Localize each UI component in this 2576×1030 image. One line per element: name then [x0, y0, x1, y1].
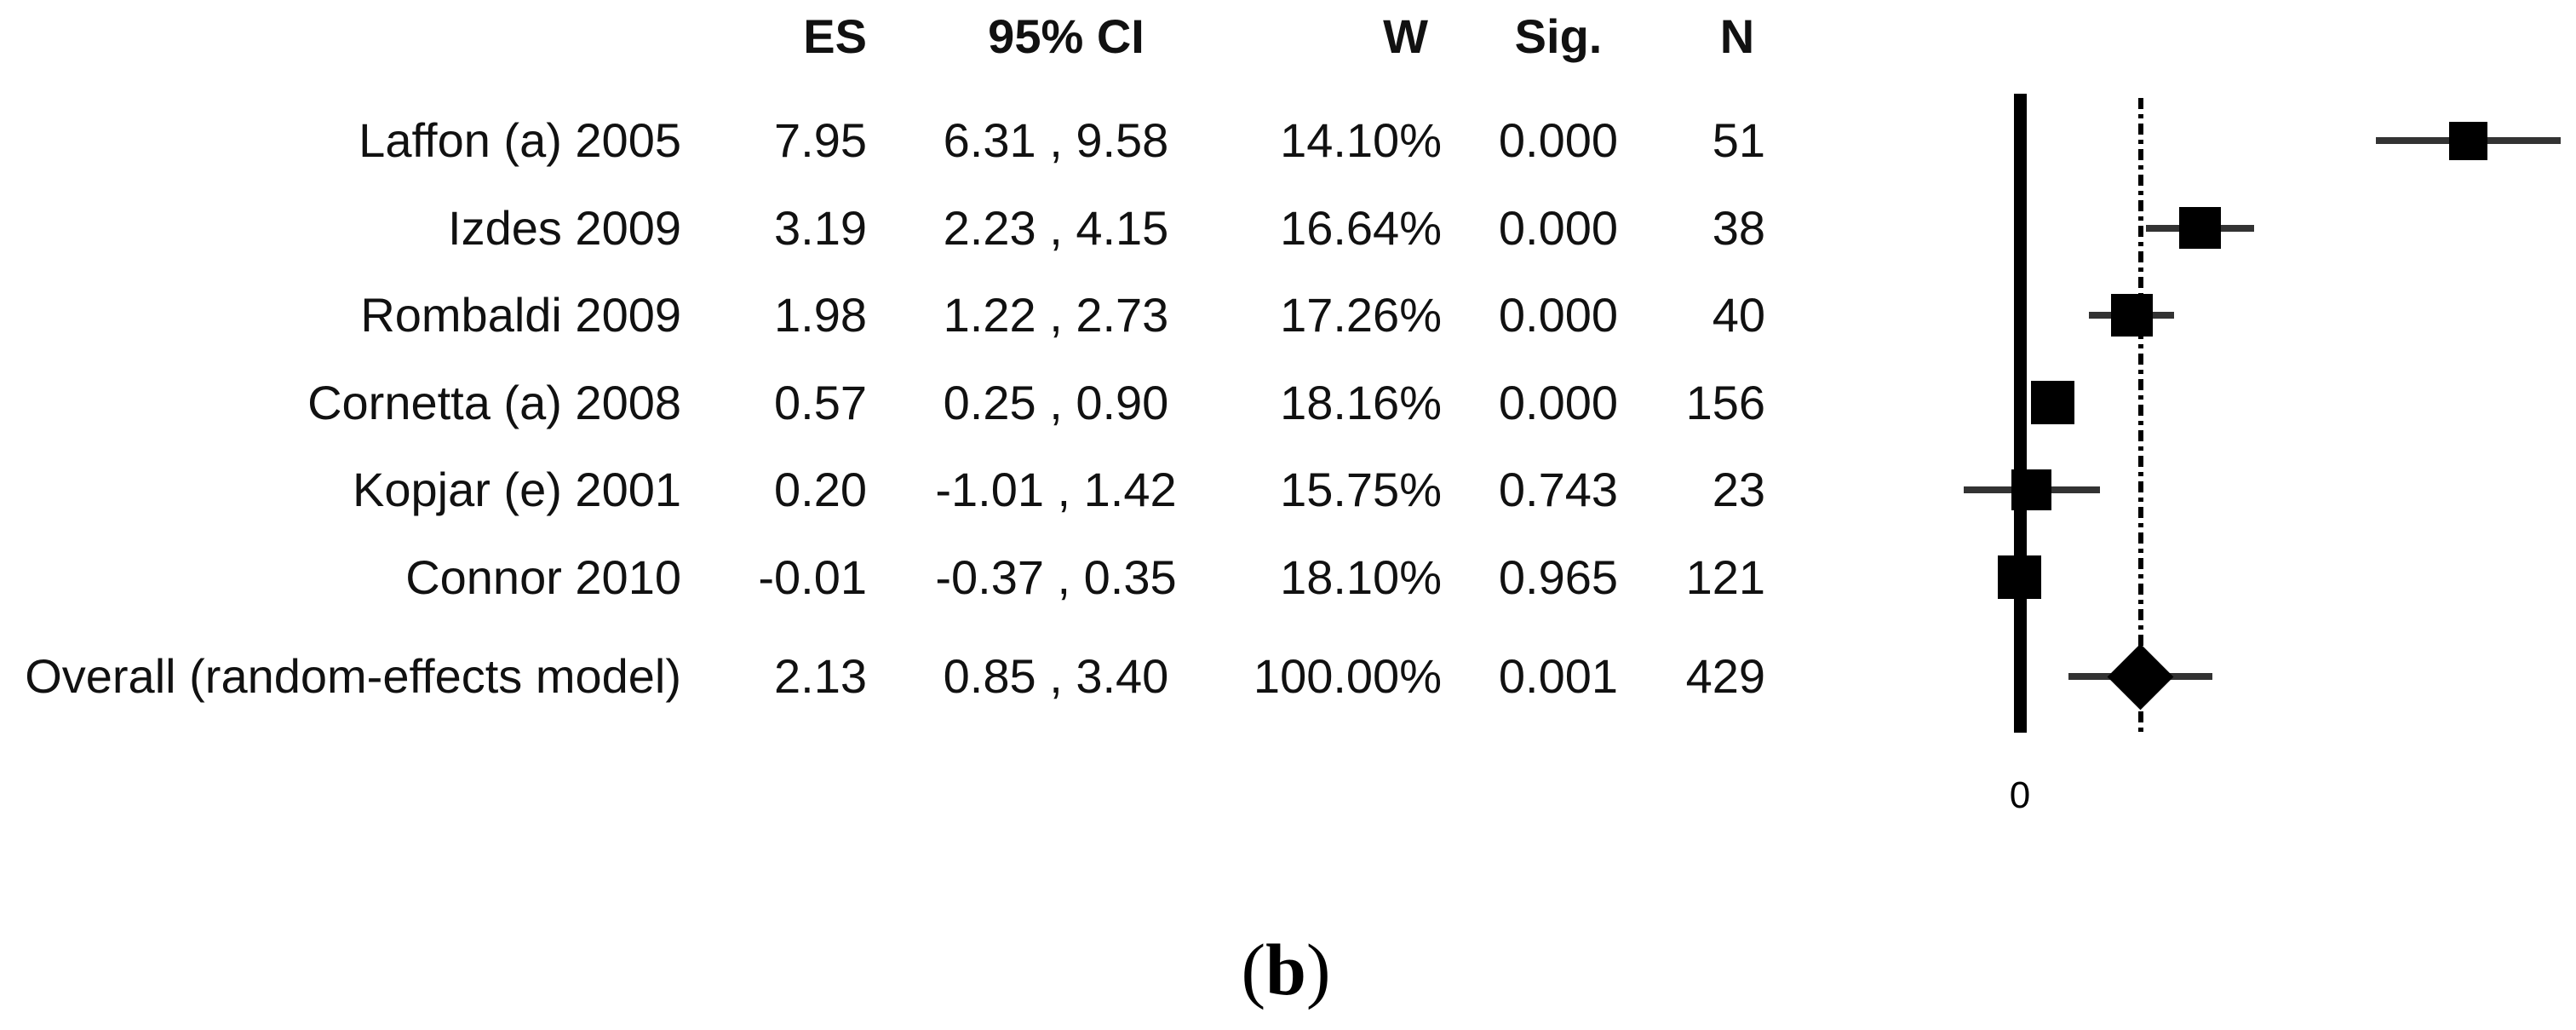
- table-row: Laffon (a) 2005 7.95 6.31 , 9.58 14.10% …: [0, 111, 2576, 170]
- study-label: Connor 2010: [405, 550, 681, 604]
- ci-value: 0.85 , 3.40: [943, 649, 1169, 703]
- n-value: 38: [1712, 201, 1765, 255]
- overall-diamond: [2107, 643, 2174, 710]
- study-label: Rombaldi 2009: [360, 288, 681, 342]
- table-row: Izdes 2009 3.19 2.23 , 4.15 16.64% 0.000…: [0, 199, 2576, 258]
- sig-value: 0.001: [1498, 649, 1618, 703]
- sig-value: 0.000: [1498, 376, 1618, 429]
- effect-size-square: [2179, 207, 2222, 249]
- es-value: 2.13: [774, 649, 867, 703]
- table-row: Kopjar (e) 2001 0.20 -1.01 , 1.42 15.75%…: [0, 460, 2576, 520]
- table-row-overall: Overall (random-effects model) 2.13 0.85…: [0, 647, 2576, 706]
- ci-value: 6.31 , 9.58: [943, 113, 1169, 167]
- caption-open-paren: (: [1241, 929, 1266, 1010]
- weight-value: 14.10%: [1280, 113, 1442, 167]
- sig-value: 0.743: [1498, 463, 1618, 516]
- column-header-n: N: [1719, 9, 1755, 63]
- n-value: 429: [1685, 649, 1765, 703]
- n-value: 121: [1685, 550, 1765, 604]
- ci-value: -0.37 , 0.35: [935, 550, 1177, 604]
- effect-size-square: [2110, 294, 2154, 337]
- subfigure-caption: (b): [1241, 927, 1330, 1012]
- column-header-sig: Sig.: [1514, 9, 1603, 63]
- sig-value: 0.000: [1498, 113, 1618, 167]
- es-value: 0.57: [774, 376, 867, 429]
- ci-value: 0.25 , 0.90: [943, 376, 1169, 429]
- weight-value: 18.16%: [1280, 376, 1442, 429]
- n-value: 40: [1712, 288, 1765, 342]
- table-row: Rombaldi 2009 1.98 1.22 , 2.73 17.26% 0.…: [0, 285, 2576, 345]
- sig-value: 0.000: [1498, 201, 1618, 255]
- sig-value: 0.000: [1498, 288, 1618, 342]
- weight-value: 100.00%: [1253, 649, 1442, 703]
- ci-value: 2.23 , 4.15: [943, 201, 1169, 255]
- study-label: Kopjar (e) 2001: [352, 463, 681, 516]
- column-header-w: W: [1383, 9, 1428, 63]
- zero-reference-line: [2014, 94, 2027, 733]
- column-header-es: ES: [803, 9, 867, 63]
- weight-value: 18.10%: [1280, 550, 1442, 604]
- sig-value: 0.965: [1498, 550, 1618, 604]
- caption-letter: b: [1265, 929, 1306, 1010]
- effect-size-square: [2449, 121, 2488, 160]
- effect-size-square: [1998, 555, 2042, 599]
- study-label: Laffon (a) 2005: [359, 113, 681, 167]
- n-value: 156: [1685, 376, 1765, 429]
- study-label: Izdes 2009: [448, 201, 681, 255]
- weight-value: 16.64%: [1280, 201, 1442, 255]
- effect-size-square: [2011, 469, 2052, 510]
- ci-value: -1.01 , 1.42: [935, 463, 1177, 516]
- overall-label: Overall (random-effects model): [25, 649, 681, 703]
- es-value: 7.95: [774, 113, 867, 167]
- study-label: Cornetta (a) 2008: [307, 376, 681, 429]
- overall-estimate-dashed-line: [2137, 98, 2143, 734]
- es-value: 1.98: [774, 288, 867, 342]
- n-value: 51: [1712, 113, 1765, 167]
- weight-value: 15.75%: [1280, 463, 1442, 516]
- table-row: Cornetta (a) 2008 0.57 0.25 , 0.90 18.16…: [0, 373, 2576, 433]
- axis-tick-label-zero: 0: [2009, 774, 2031, 816]
- effect-size-square: [2030, 380, 2074, 424]
- ci-value: 1.22 , 2.73: [943, 288, 1169, 342]
- column-header-ci: 95% CI: [988, 9, 1145, 63]
- n-value: 23: [1712, 463, 1765, 516]
- table-row: Connor 2010 -0.01 -0.37 , 0.35 18.10% 0.…: [0, 548, 2576, 607]
- weight-value: 17.26%: [1280, 288, 1442, 342]
- caption-close-paren: ): [1305, 929, 1331, 1010]
- es-value: 3.19: [774, 201, 867, 255]
- es-value: 0.20: [774, 463, 867, 516]
- table-header-row: ES 95% CI W Sig. N: [0, 7, 2576, 66]
- es-value: -0.01: [758, 550, 867, 604]
